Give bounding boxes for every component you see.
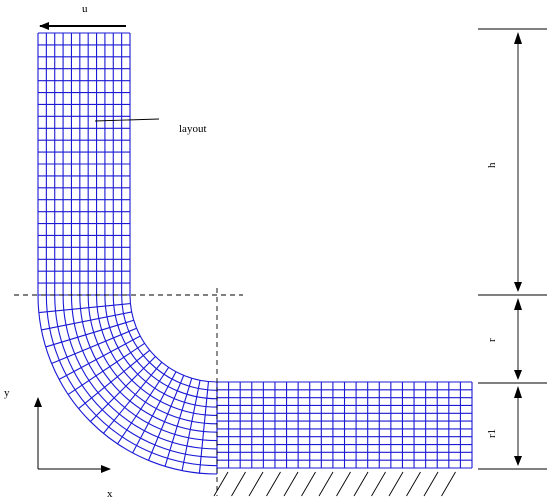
u-label: u xyxy=(82,3,88,15)
hatch-line xyxy=(283,471,299,497)
mesh-bend-radial-line xyxy=(38,302,131,314)
mesh-bend-arc xyxy=(37,294,218,475)
x-axis-label: x xyxy=(107,488,113,500)
fixed-support-hatch xyxy=(213,471,456,497)
layout-label: layout xyxy=(179,123,207,135)
hatch-line xyxy=(371,471,386,497)
mesh-bend-radial-line xyxy=(117,367,170,445)
construction-lines xyxy=(14,288,243,496)
hatch-line xyxy=(388,471,404,497)
hatch-line xyxy=(353,471,369,497)
layout-leader-line xyxy=(94,118,160,122)
hatch-line xyxy=(336,471,351,497)
mesh-bend-radial-line xyxy=(164,378,193,467)
mesh-bend-radial-line xyxy=(90,356,156,422)
coordinate-axes xyxy=(34,397,111,473)
hatch-line xyxy=(318,471,334,497)
finite-element-mesh xyxy=(37,32,473,475)
hatch-line xyxy=(441,471,456,497)
hatch-line xyxy=(406,471,421,497)
hatch-line xyxy=(248,471,264,497)
r1-label: r1 xyxy=(486,429,498,438)
mesh-bend-radial-line xyxy=(67,342,145,395)
hatch-line xyxy=(231,471,246,497)
mesh-bend-radial-line xyxy=(132,371,177,454)
hatch-line xyxy=(301,471,316,497)
hatch-line xyxy=(213,471,229,497)
dimension-lines xyxy=(478,28,547,470)
mesh-bend-arc xyxy=(129,294,218,383)
mesh-bend-radial-line xyxy=(103,361,163,434)
mesh-bend-radial-line xyxy=(181,380,201,471)
mesh-bend-radial-line xyxy=(51,327,137,365)
mesh-bend-radial-line xyxy=(45,319,134,348)
mesh-bend-radial-line xyxy=(147,375,185,461)
mesh-bend-radial-line xyxy=(78,349,151,409)
mesh-bend-radial-line xyxy=(58,335,141,380)
h-label: h xyxy=(486,162,498,168)
r-label: r xyxy=(486,338,498,342)
mesh-bend-radial-line xyxy=(41,311,132,331)
hatch-line xyxy=(266,471,281,497)
y-axis-label: y xyxy=(4,387,10,399)
hatch-line xyxy=(423,471,439,497)
mesh-bend-radial-line xyxy=(198,381,210,474)
